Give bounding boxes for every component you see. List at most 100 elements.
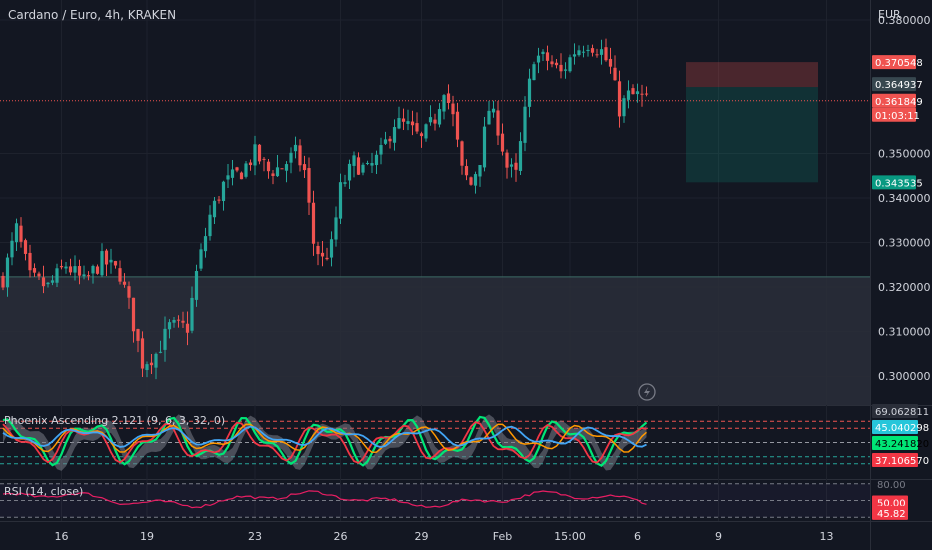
rsi-title[interactable]: RSI (14, close) (4, 485, 83, 498)
candle-body (460, 141, 464, 166)
phoenix-title[interactable]: Phoenix Ascending 2.121 (9, 6, 3, 32, 0) (4, 414, 225, 427)
candle-body (91, 265, 95, 274)
candle-body (311, 202, 316, 244)
candle-body (541, 51, 545, 54)
zones (0, 62, 870, 405)
phoenix-blue-line (2, 425, 647, 449)
time-tick-label: 13 (820, 530, 834, 543)
candle-body (100, 251, 104, 276)
entry-price-label-bg (872, 77, 916, 92)
candle-body (163, 328, 167, 350)
entry-price-label: 0.364937 (875, 80, 923, 91)
candle-body (487, 110, 491, 125)
candle-body (320, 252, 325, 257)
candle-body (73, 266, 77, 273)
candle-body (590, 48, 595, 53)
candle-body (221, 181, 226, 202)
candle-body (622, 98, 626, 117)
candle-body (451, 103, 455, 115)
candle-body (140, 338, 145, 369)
candle-body (275, 167, 280, 177)
candle-body (595, 54, 599, 56)
price-tick-label: 0.350000 (878, 148, 931, 161)
candle-body (433, 119, 437, 124)
candle-body (199, 249, 203, 269)
time-tick-label: Feb (493, 530, 512, 543)
candle-body (316, 245, 320, 255)
phoenix-value-label: 45.040298 (875, 423, 929, 434)
phoenix-band (3, 414, 647, 471)
stop-price-label-bg (872, 55, 916, 70)
candle-body (167, 322, 172, 330)
candle-body (208, 214, 212, 237)
target-price-label: 0.343535 (875, 178, 923, 189)
candle-body (613, 67, 617, 81)
candle-body (617, 81, 622, 117)
last-price-label: 0.361849 (875, 97, 923, 108)
candle-body (343, 182, 347, 184)
candle-body (428, 117, 433, 123)
candle-body (55, 268, 59, 283)
candle-body (298, 145, 302, 166)
candle-body (122, 281, 127, 285)
candle-body (604, 47, 608, 61)
candle-body (397, 118, 401, 129)
time-axis[interactable]: 16 19 23 26 29 Feb 15:00 6 9 13 (55, 530, 834, 543)
time-tick-label: 29 (415, 530, 429, 543)
price-axis[interactable]: 0.380000 0.350000 0.340000 0.330000 0.320000… (878, 14, 931, 383)
candle-body (235, 167, 239, 171)
candle-body (365, 162, 370, 164)
candle-body (419, 133, 424, 137)
candle-body (383, 139, 388, 144)
candle-body (626, 90, 631, 100)
last-price-label-bg (872, 93, 916, 108)
candle-body (523, 106, 527, 143)
price-tick-label: 0.320000 (878, 281, 931, 294)
candle-body (572, 54, 577, 57)
candle-body (527, 78, 532, 107)
candle-body (136, 329, 140, 341)
candle-body (338, 182, 343, 219)
candle-body (631, 88, 635, 95)
candle-body (230, 169, 235, 178)
rsi-level-label: 80.00 (877, 480, 906, 491)
price-tick-label: 0.340000 (878, 192, 931, 205)
candle-body (158, 351, 163, 353)
candle-body (379, 145, 383, 155)
candle-body (545, 52, 550, 61)
candle-body (370, 163, 374, 166)
phoenix-value-bg (872, 404, 918, 418)
price-tick-label: 0.300000 (878, 370, 931, 383)
candle-body (113, 261, 118, 266)
support-zone (0, 276, 870, 405)
candle-body (509, 164, 514, 167)
candle-body (563, 69, 568, 71)
candle-body (469, 177, 473, 185)
candle-body (82, 274, 86, 277)
candle-body (307, 168, 311, 203)
candle-body (149, 362, 154, 366)
candle-body (50, 280, 55, 283)
candle-body (19, 225, 23, 242)
candle-body (253, 144, 257, 166)
candle-body (356, 157, 361, 175)
lightning-icon[interactable] (638, 383, 656, 401)
candles (1, 38, 649, 380)
candle-body (109, 259, 113, 263)
time-tick-label: 16 (55, 530, 69, 543)
candle-body (325, 257, 329, 260)
phoenix-value-label: 43.241820 (875, 439, 929, 450)
phoenix-value-label: 37.106570 (875, 456, 929, 467)
currency-label: EUR (878, 8, 901, 21)
candle-body (226, 175, 230, 180)
candle-body (401, 118, 406, 122)
candle-body (127, 286, 131, 298)
candle-body (473, 174, 478, 186)
candle-body (176, 319, 181, 321)
candle-body (203, 236, 208, 252)
candle-body (266, 161, 271, 172)
candle-body (586, 49, 590, 51)
candle-body (334, 217, 338, 240)
